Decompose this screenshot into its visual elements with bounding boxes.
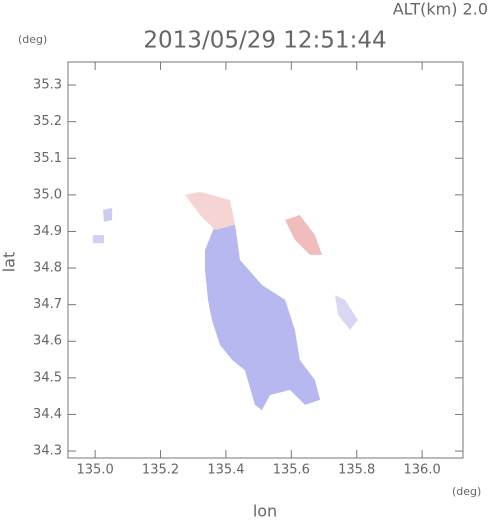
y-tick-label: 34.6 (33, 334, 62, 349)
y-tick-label: 34.5 (33, 370, 62, 385)
plot-frame (67, 61, 464, 459)
echo-region (103, 208, 113, 222)
y-axis-label: lat (0, 252, 19, 273)
y-tick-label: 34.7 (33, 297, 62, 312)
y-tick-label: 35.0 (33, 187, 62, 202)
x-tick-label: 135.4 (207, 463, 244, 478)
y-tick-label: 35.1 (33, 151, 62, 166)
y-tick-label: 34.9 (33, 224, 62, 239)
y-tick-label: 35.3 (33, 78, 62, 93)
echo-region (335, 295, 358, 330)
chart-subtitle: ALT(km) 2.0 (393, 0, 488, 19)
x-tick-label: 135.8 (338, 463, 375, 478)
echo-region (205, 224, 321, 411)
y-tick-label: 34.3 (33, 444, 62, 459)
x-unit: (deg) (452, 485, 481, 498)
echo-region (92, 235, 104, 244)
y-unit: (deg) (18, 33, 47, 46)
y-tick-label: 35.2 (33, 114, 62, 129)
x-axis-label: lon (253, 502, 277, 521)
x-tick-label: 135.2 (142, 463, 179, 478)
x-tick-label: 135.6 (273, 463, 310, 478)
y-tick-label: 34.4 (33, 407, 62, 422)
x-tick-label: 136.0 (404, 463, 441, 478)
y-tick-label: 34.8 (33, 261, 62, 276)
chart-title: 2013/05/29 12:51:44 (143, 28, 386, 54)
echo-region (285, 215, 323, 255)
x-tick-label: 135.0 (77, 463, 114, 478)
echo-region (185, 191, 236, 230)
